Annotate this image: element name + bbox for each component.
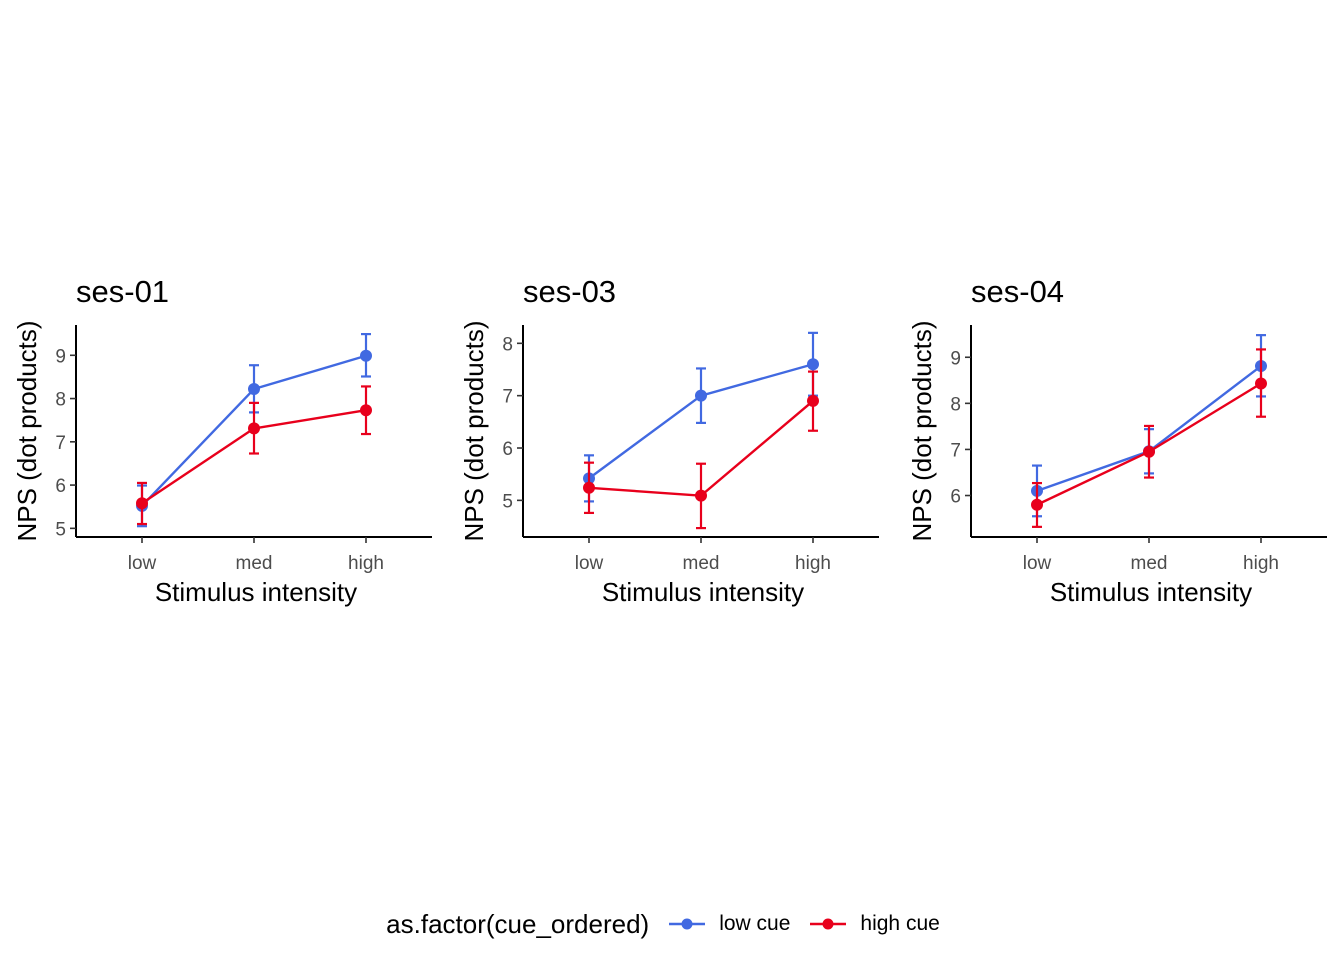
x-tick-label: med xyxy=(1131,553,1168,574)
panel-title-3: ses-04 xyxy=(971,274,1064,309)
legend-item-low-cue: low cue xyxy=(667,912,790,936)
data-point-high-cue xyxy=(807,394,819,407)
x-tick-label: low xyxy=(128,553,157,574)
y-tick-label: 7 xyxy=(950,440,961,461)
x-tick-label: high xyxy=(348,553,384,574)
data-point-high-cue xyxy=(1255,377,1267,390)
y-axis-label: NPS (dot products) xyxy=(12,320,42,541)
data-point-high-cue xyxy=(1143,445,1155,458)
y-tick-label: 8 xyxy=(55,390,66,411)
panel-title-2: ses-03 xyxy=(523,274,616,309)
y-axis-label: NPS (dot products) xyxy=(459,320,489,541)
y-tick-label: 6 xyxy=(55,476,66,497)
legend-key-low-cue xyxy=(669,918,706,930)
y-tick-label: 8 xyxy=(502,334,513,355)
legend-label-low-cue: low cue xyxy=(719,912,791,935)
x-tick-label: high xyxy=(1243,553,1279,574)
y-tick-label: 7 xyxy=(502,387,513,408)
y-tick-label: 7 xyxy=(55,433,66,454)
data-point-high-cue xyxy=(1031,498,1043,511)
x-axis-label: Stimulus intensity xyxy=(1050,577,1252,607)
legend-label-high-cue: high cue xyxy=(860,912,940,935)
x-tick-label: high xyxy=(795,553,831,574)
y-tick-label: 9 xyxy=(55,346,66,367)
y-tick-label: 6 xyxy=(950,487,961,508)
data-point-high-cue xyxy=(136,497,148,510)
x-axis-label: Stimulus intensity xyxy=(602,577,804,607)
data-point-low-cue xyxy=(360,349,372,362)
data-point-low-cue xyxy=(807,358,819,371)
x-axis-label: Stimulus intensity xyxy=(155,577,357,607)
legend-title: as.factor(cue_ordered) xyxy=(386,908,650,939)
y-tick-label: 6 xyxy=(502,439,513,460)
data-point-low-cue xyxy=(248,383,260,396)
data-point-high-cue xyxy=(248,422,260,435)
x-tick-label: low xyxy=(575,553,604,574)
y-axis-label: NPS (dot products) xyxy=(907,320,937,541)
x-tick-label: low xyxy=(1023,553,1052,574)
legend-item-high-cue: high cue xyxy=(808,912,940,936)
legend-key-high-cue xyxy=(810,918,847,930)
x-tick-label: med xyxy=(683,553,720,574)
legend: as.factor(cue_ordered) low cue high cue xyxy=(0,900,1344,948)
y-tick-label: 9 xyxy=(950,348,961,369)
data-point-high-cue xyxy=(360,404,372,417)
y-tick-label: 8 xyxy=(950,394,961,415)
panel-title-1: ses-01 xyxy=(76,274,169,309)
y-tick-label: 5 xyxy=(55,519,66,540)
data-point-low-cue xyxy=(695,389,707,402)
y-tick-label: 5 xyxy=(502,491,513,512)
data-point-high-cue xyxy=(583,481,595,494)
data-point-high-cue xyxy=(695,489,707,502)
x-tick-label: med xyxy=(236,553,273,574)
